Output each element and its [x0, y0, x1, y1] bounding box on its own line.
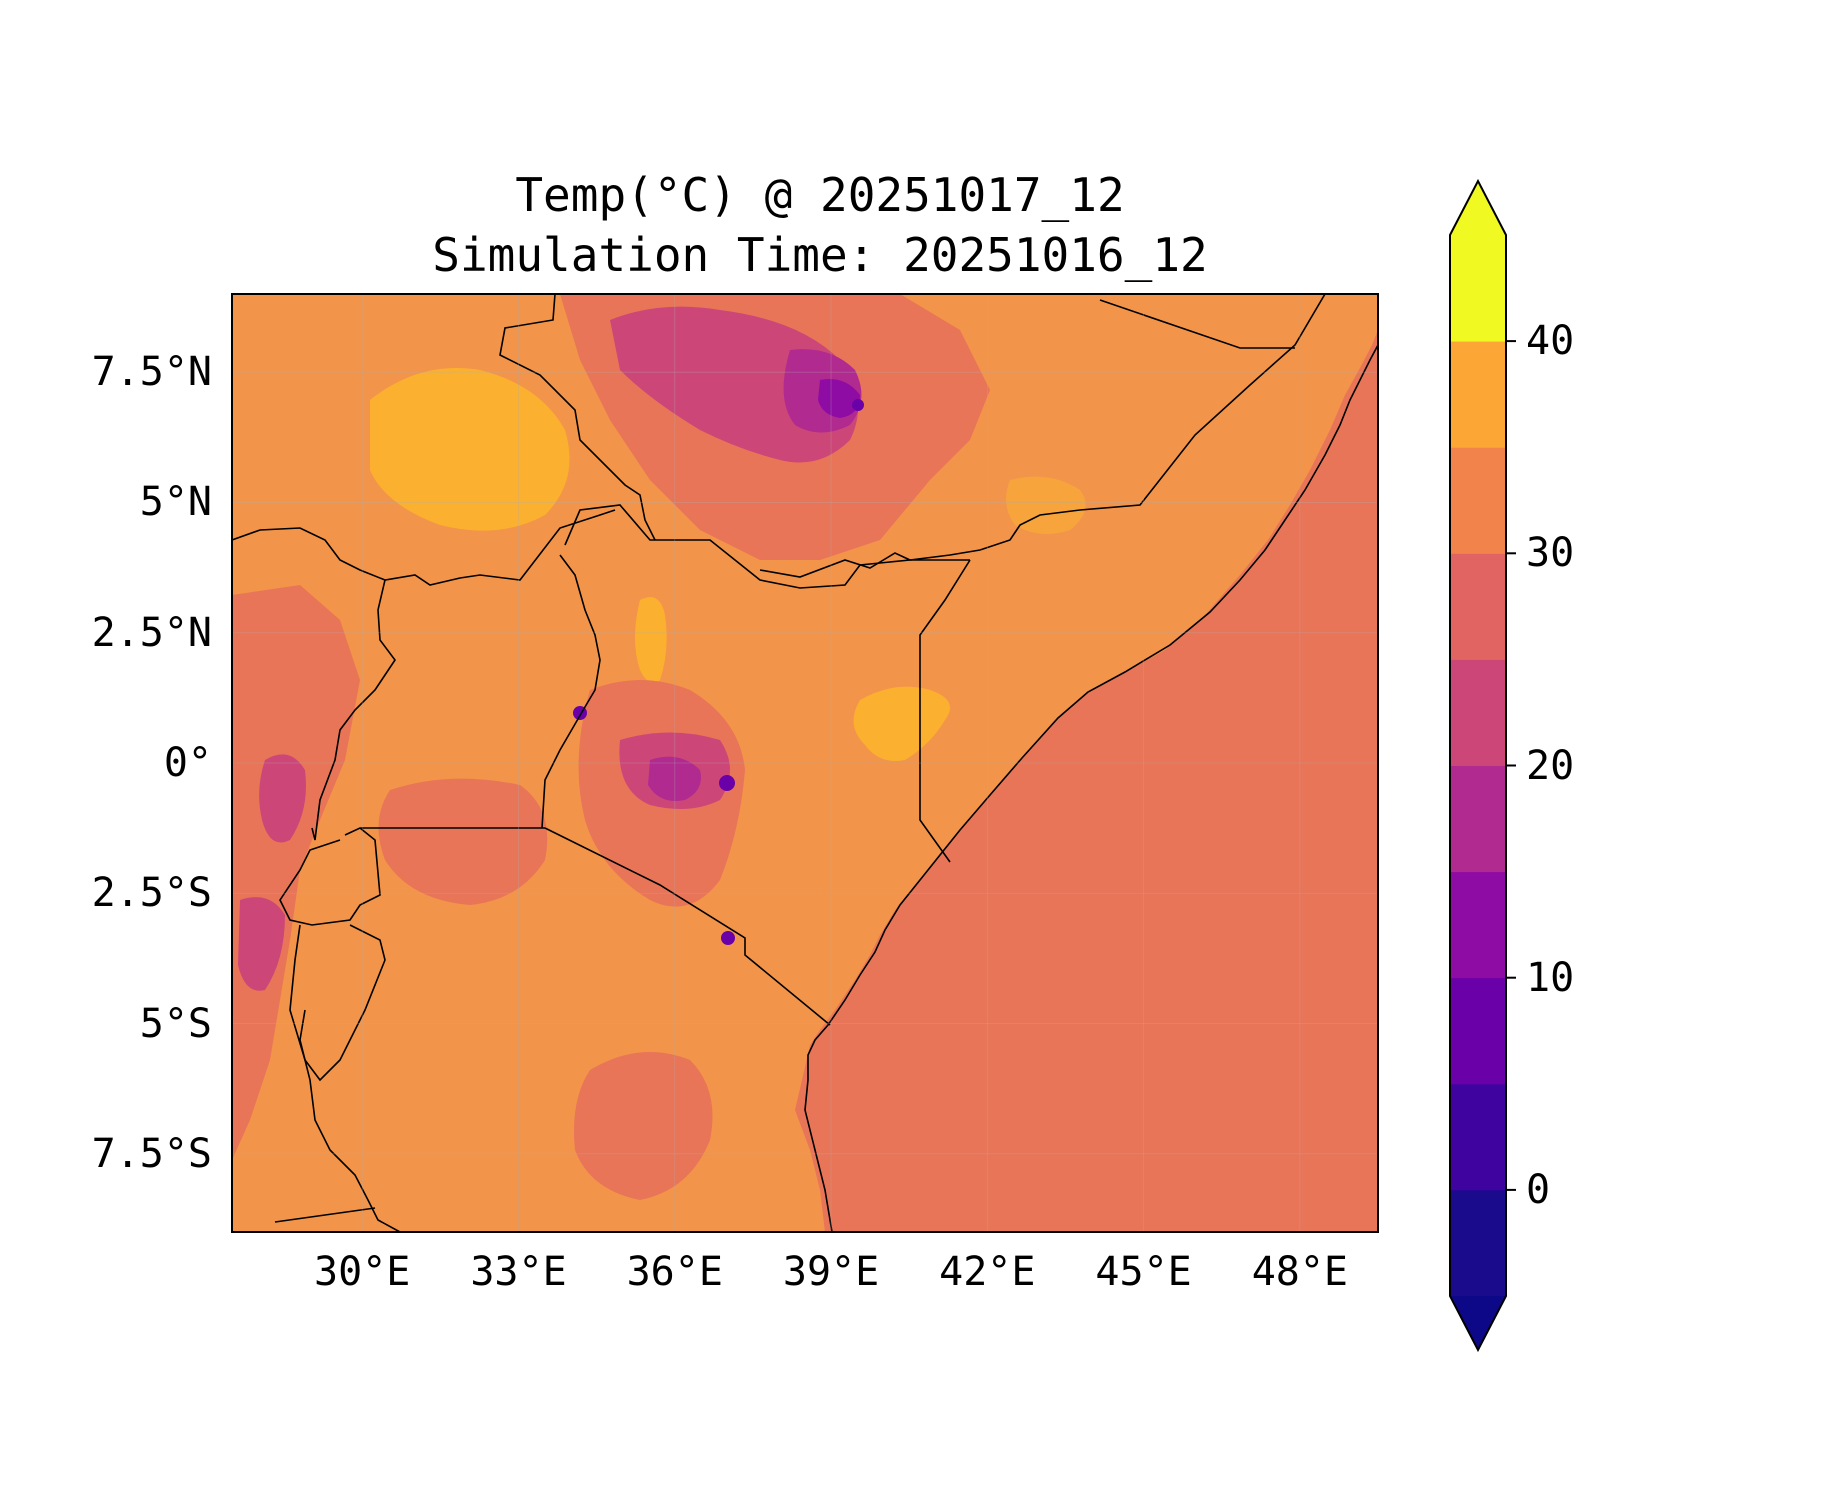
tanzania-west-border: [299, 1009, 401, 1232]
hot-region-south-sudan: [370, 368, 570, 531]
map-frame: [231, 293, 1379, 1233]
colorbar-tick-label: 10: [1526, 954, 1575, 1001]
colorbar-band: [1450, 1083, 1506, 1191]
colorbar-band: [1450, 447, 1506, 554]
tanzania-zambia-border: [274, 1207, 376, 1223]
colorbar-tick-label: 20: [1526, 742, 1575, 789]
colorbar-band: [1450, 341, 1506, 448]
lat-tick-label: 7.5°N: [91, 349, 212, 396]
south-sudan-uganda-border: [232, 509, 616, 586]
peak-kenya: [719, 775, 735, 791]
lat-tick-label: 5°N: [139, 479, 212, 526]
lat-tick-label: 2.5°S: [91, 870, 212, 917]
lon-tick-label: 36°E: [626, 1249, 723, 1295]
coastline: [804, 344, 1378, 1232]
colorbar-tick-label: 40: [1526, 318, 1575, 365]
south-sudan-ethiopia-border: [499, 294, 656, 541]
colorbar-extend-min: [1450, 1296, 1506, 1350]
ethiopia-eritrea-djibouti-border: [1099, 299, 1295, 349]
lon-tick-label: 30°E: [314, 1249, 411, 1295]
uganda-drc-border: [311, 579, 396, 841]
colorbar-band: [1450, 235, 1506, 342]
very-cold-region-kenya: [648, 756, 701, 801]
colorbar-extend-max: [1450, 181, 1506, 235]
lake-victoria-region: [378, 778, 548, 905]
lon-tick-label: 39°E: [782, 1249, 880, 1295]
chart-title-line-1: Temp(°C) @ 20251017_12: [515, 168, 1125, 222]
peak-ethiopia-core: [852, 399, 864, 411]
hot-region-turkana: [635, 597, 667, 684]
chart-title-line-2: Simulation Time: 20251016_12: [432, 228, 1208, 282]
colorbar-outline: [1449, 178, 1507, 1353]
rwanda-burundi-borders: [279, 827, 386, 1082]
hot-region-somalia: [1006, 476, 1086, 534]
lon-tick-label: 33°E: [470, 1249, 567, 1295]
lat-tick-label: 7.5°S: [91, 1130, 212, 1177]
lat-tick-label: 2.5°N: [91, 609, 212, 656]
cold-region-rwenzori: [259, 754, 306, 843]
lat-tick-label: 0°: [163, 740, 212, 786]
gridlines: [232, 294, 1378, 1232]
kenya-somalia-border: [919, 559, 971, 863]
tanzania-kenya-border: [544, 827, 831, 1026]
colorbar: [1449, 178, 1516, 1353]
peak-kilimanjaro: [721, 931, 735, 945]
colorbar-tick-label: 0: [1526, 1166, 1551, 1213]
cold-region-burundi: [238, 897, 285, 991]
lon-tick-label: 45°E: [1095, 1249, 1192, 1295]
colorbar-band: [1450, 553, 1506, 660]
cool-region-tanzania-highlands: [574, 1052, 713, 1200]
colorbar-tick-label: 30: [1526, 530, 1575, 577]
colorbar-band: [1450, 659, 1506, 766]
lon-tick-label: 48°E: [1251, 1249, 1349, 1295]
kenya-ethiopia-border: [564, 504, 970, 589]
colorbar-band: [1450, 1189, 1506, 1297]
uganda-kenya-border: [541, 554, 601, 829]
indian-ocean: [795, 330, 1378, 1232]
lon-tick-label: 42°E: [939, 1249, 1036, 1295]
colorbar-band: [1450, 871, 1506, 979]
colorbar-band: [1450, 765, 1506, 873]
hot-region-northeast-kenya: [853, 686, 950, 761]
cool-region-west: [232, 585, 360, 1160]
colorbar-band: [1450, 977, 1506, 1085]
lat-tick-label: 5°S: [139, 1000, 212, 1047]
peak-ethiopia: [818, 379, 860, 418]
